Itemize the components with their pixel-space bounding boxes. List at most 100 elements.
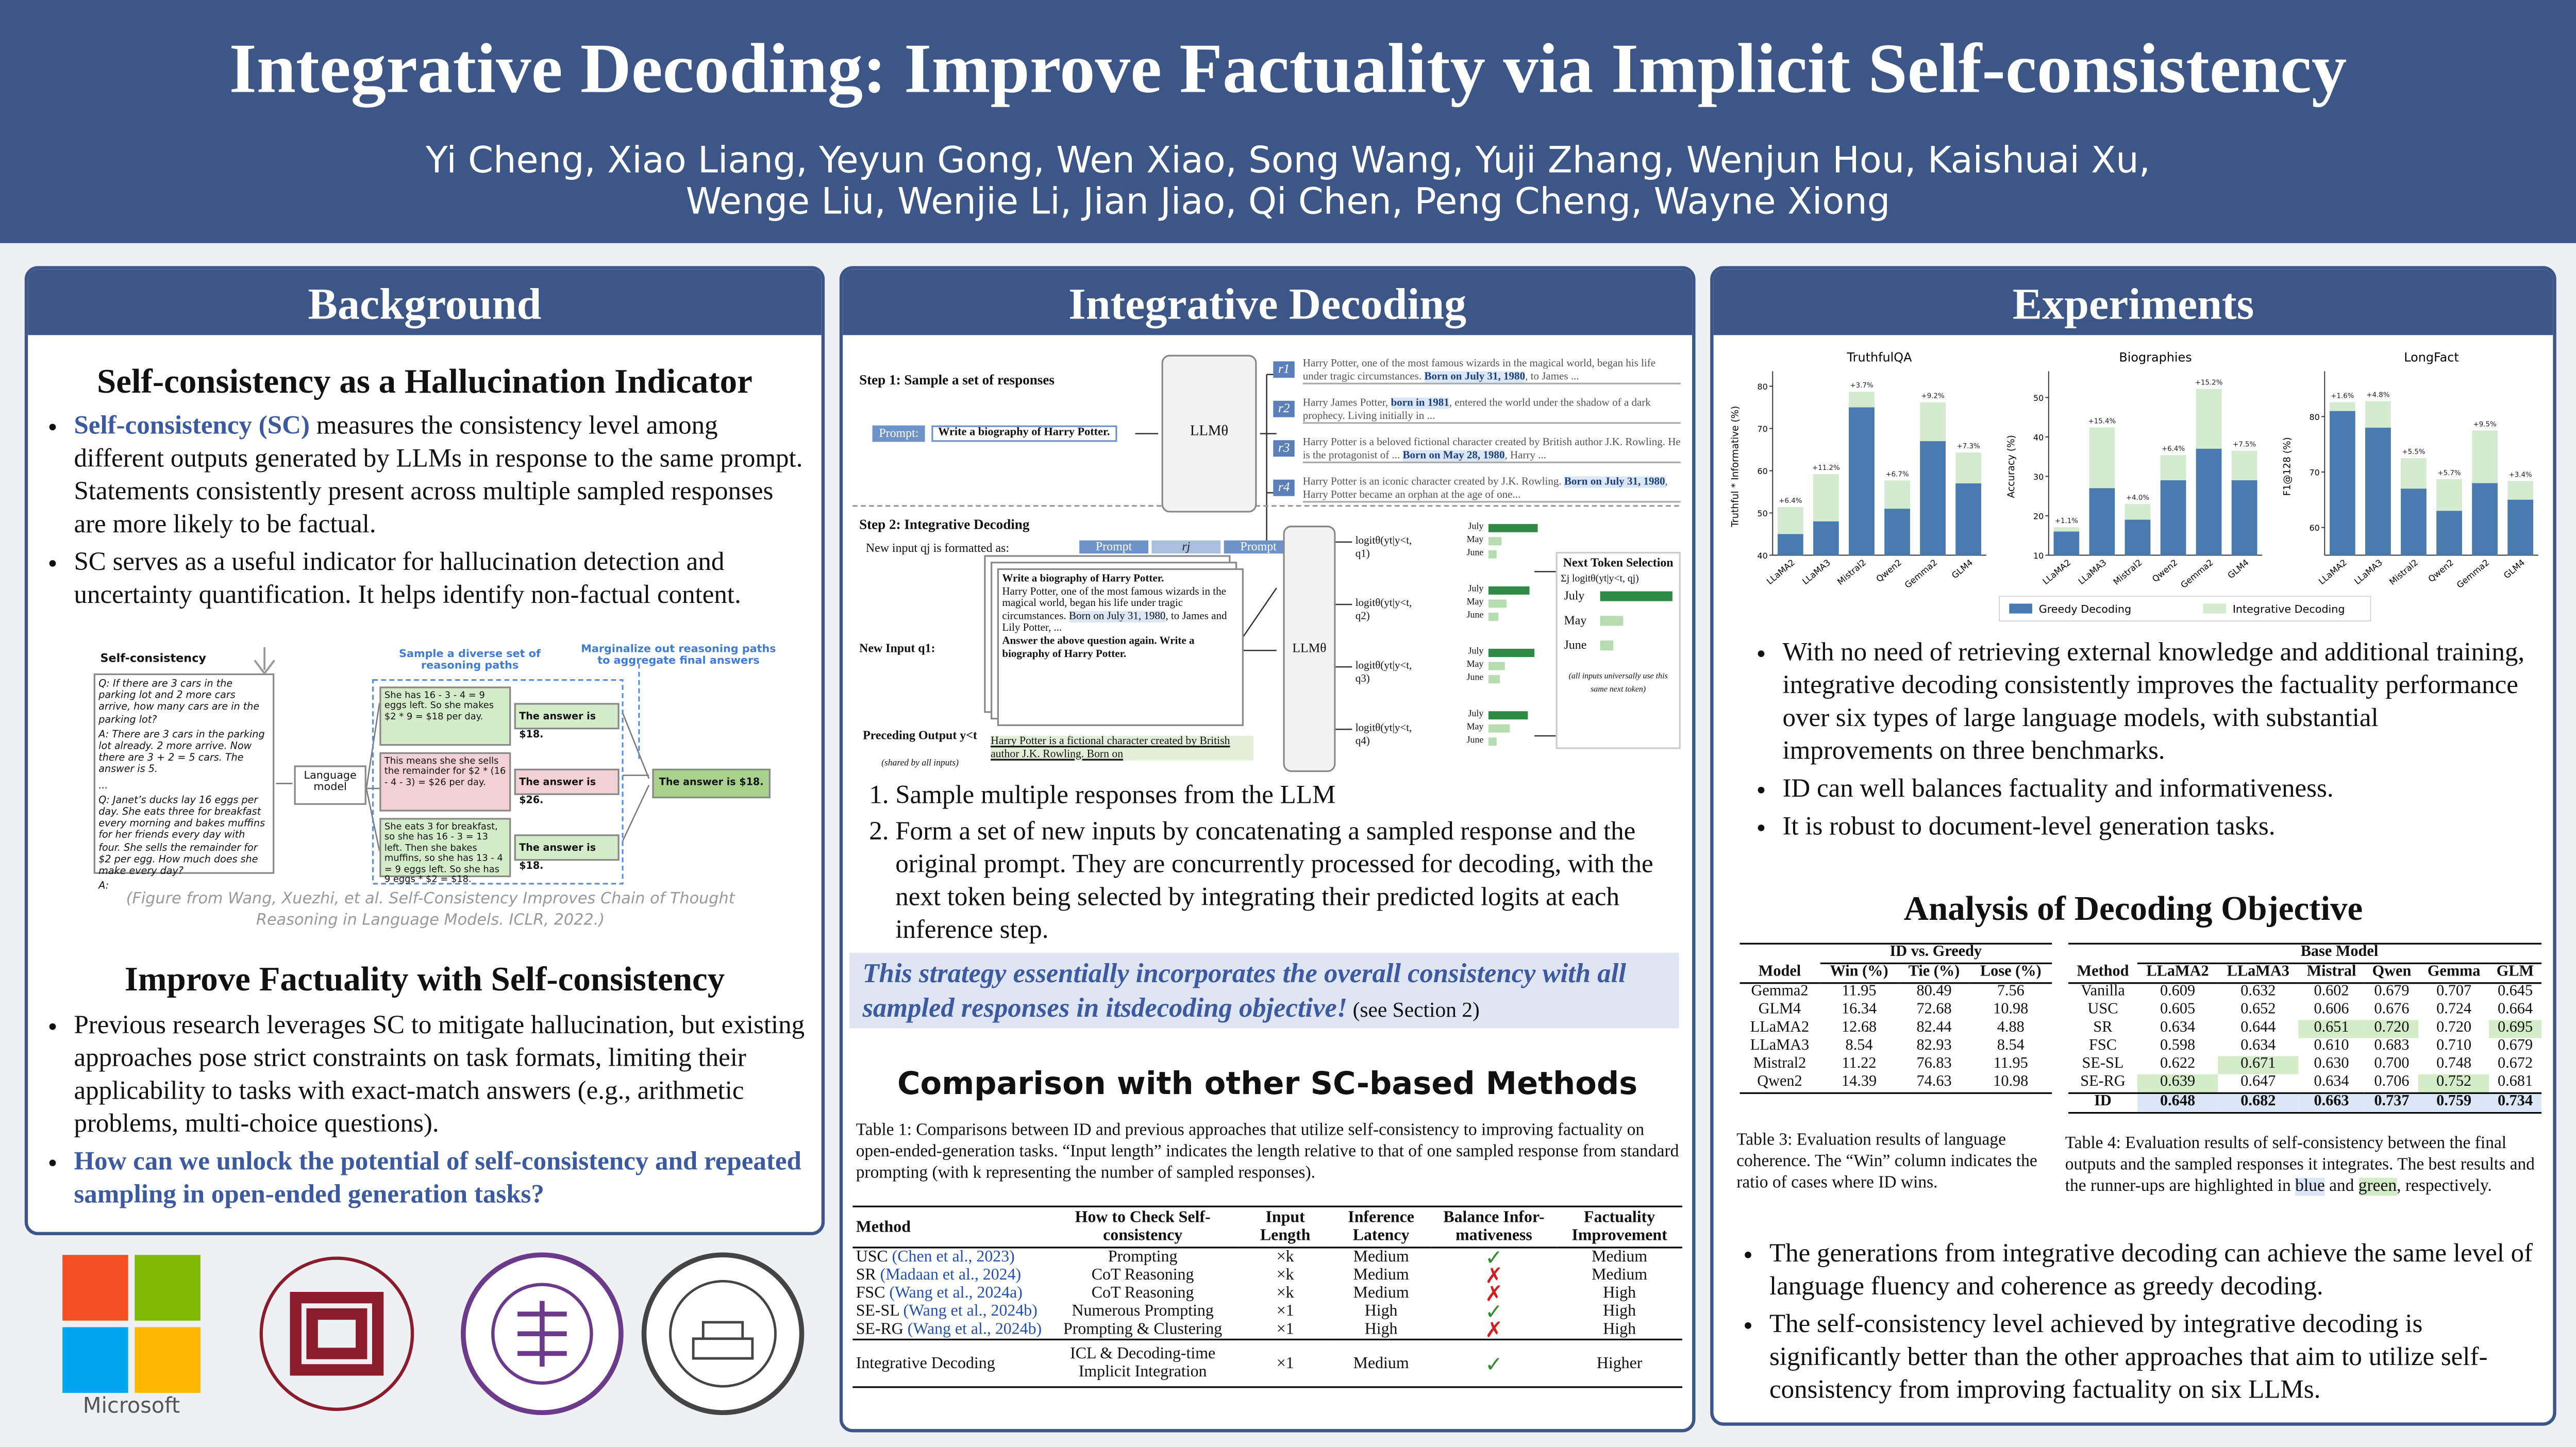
bar — [1849, 407, 1875, 556]
method-name: SE-RG — [856, 1320, 908, 1339]
legend-label: Greedy Decoding — [2039, 603, 2131, 615]
response-text: , to James ... — [1525, 371, 1579, 382]
response-tag: r3 — [1273, 440, 1295, 456]
reasoning-path: This means she she sells the remainder f… — [379, 752, 511, 812]
token: May — [1564, 613, 1587, 628]
logit-bar — [1488, 724, 1510, 733]
header-cell: Base Model — [2137, 944, 2542, 964]
card-tail: Answer the above question again. Write a… — [1002, 635, 1195, 660]
response: Harry Potter, one of the most famous wiz… — [1302, 358, 1681, 385]
cell: Medium — [1592, 1248, 1648, 1267]
token: July — [1468, 522, 1484, 532]
cell: 0.679 — [2364, 982, 2419, 1002]
logo-text: Microsoft — [83, 1393, 180, 1418]
cell: 0.748 — [2436, 1056, 2472, 1073]
citation: (Wang et al., 2024b) — [907, 1320, 1042, 1339]
bullet: With no need of retrieving external know… — [1782, 637, 2535, 769]
cell: 4.88 — [1997, 1020, 2025, 1037]
cell: 76.83 — [1916, 1056, 1952, 1073]
prompt-box: Q: If there are 3 cars in the parking lo… — [93, 673, 275, 893]
y-tick-label: 50 — [2033, 393, 2044, 403]
chart-title: LongFact — [2404, 350, 2459, 364]
cell: 0.644 — [2240, 1020, 2276, 1037]
card-text: Harry Potter, one of the most famous wiz… — [1002, 585, 1226, 622]
cell: Prompting — [1108, 1248, 1178, 1267]
cell: High — [1603, 1320, 1636, 1339]
header-cell: Win (%) — [1830, 964, 1888, 981]
logit-bar — [1600, 641, 1614, 651]
cell: Vanilla — [2068, 982, 2137, 1002]
background-panel: Background Self-consistency as a Halluci… — [24, 266, 825, 1235]
x-tick-label: Qwen2 — [2427, 558, 2456, 584]
bullet-text: SC serves as a useful indicator for hall… — [74, 548, 741, 610]
token: June — [1466, 548, 1484, 559]
bar — [2196, 448, 2222, 556]
response: Harry James Potter, born in 1981, entere… — [1302, 397, 1681, 424]
response: Harry Potter is an iconic character crea… — [1302, 476, 1681, 503]
table-row: ID 0.648 0.682 0.663 0.737 0.759 0.734 — [2068, 1092, 2542, 1112]
cell: 11.95 — [1819, 982, 1899, 1002]
selection-title: Next Token Selection — [1563, 555, 1674, 570]
highlight-text: This strategy essentially incorporates t… — [862, 957, 1626, 1023]
integrative-panel: Integrative Decoding Step 1: Sample a se… — [839, 266, 1696, 1433]
cell: FSC (Wang et al., 2024a) — [852, 1285, 1046, 1303]
cell: High — [1603, 1284, 1636, 1303]
table-caption: Table 1: Comparisons between ID and prev… — [856, 1122, 1679, 1183]
y-axis-label: Truthful * Informative (%) — [1730, 406, 1741, 528]
cell: ✓ — [1485, 1245, 1503, 1270]
panel-heading: Integrative Decoding — [843, 269, 1693, 335]
cell: 0.672 — [2497, 1056, 2533, 1073]
cell: 0.664 — [2497, 1002, 2533, 1019]
prompt-line: A: There are 3 cars in the parking lot a… — [98, 729, 265, 776]
table-row: GLM4 16.34 72.68 10.98 — [1740, 1002, 2052, 1020]
cell: SR — [2093, 1020, 2113, 1037]
cell: ×1 — [1239, 1338, 1331, 1387]
cell: 0.610 — [2314, 1038, 2349, 1055]
cell: LLaMA2 — [1750, 1020, 1810, 1037]
response-tag: r2 — [1273, 400, 1295, 417]
token: May — [1466, 598, 1484, 608]
bar-annotation: +4.8% — [2366, 391, 2389, 399]
cell: 0.663 — [2298, 1092, 2365, 1112]
path-answer: The answer is $26. — [514, 768, 620, 806]
method-name: SE-SL — [856, 1302, 904, 1321]
table-row: SE-RG (Wang et al., 2024b) Prompting & Cl… — [852, 1317, 1682, 1342]
bar — [2401, 489, 2427, 556]
header-cell: Balance Infor-mativeness — [1431, 1207, 1557, 1249]
bar — [2472, 483, 2498, 556]
citation: (Wang et al., 2024a) — [889, 1284, 1023, 1303]
prompt-line: Q: If there are 3 cars in the parking lo… — [98, 678, 260, 726]
cell: 0.724 — [2436, 1002, 2472, 1019]
cell: 0.671 — [2218, 1056, 2299, 1074]
cell: 11.95 — [1993, 1056, 2028, 1073]
logit-label: logitθ(yt|y<t, q1) — [1355, 535, 1412, 560]
cell: 0.681 — [2497, 1074, 2533, 1091]
table-header: LLaMA2 LLaMA3 Mistral Qwen Gemma GLM — [2068, 963, 2541, 983]
cell: High — [1603, 1302, 1636, 1321]
bar-annotation: +7.5% — [2233, 441, 2256, 449]
cell: SE-RG (Wang et al., 2024b) — [852, 1321, 1046, 1340]
table-caption: Table 3: Evaluation results of language … — [1736, 1132, 2037, 1193]
llm-box: LLMθ — [1161, 355, 1257, 513]
header-cell: Factuality Improvement — [1557, 1207, 1682, 1249]
cell: 0.598 — [2160, 1038, 2196, 1055]
prompt-line: Q: Janet’s ducks lay 16 eggs per day. Sh… — [98, 795, 265, 878]
cell: 0.737 — [2364, 1092, 2419, 1112]
x-tick-label: LLaMA3 — [2352, 558, 2384, 586]
bar — [2160, 480, 2186, 556]
final-answer: The answer is $18. — [652, 768, 771, 799]
x-tick-label: Mistral2 — [1835, 558, 1868, 587]
response-text: , entered the world under the shadow of … — [1302, 397, 1651, 422]
header-cell: Input Length — [1239, 1207, 1331, 1249]
bar-annotation: +6.4% — [1779, 497, 1802, 505]
y-tick-label: 40 — [1757, 551, 1767, 561]
method-name: FSC — [856, 1284, 890, 1303]
fig-label: Sample a diverse set of reasoning paths — [399, 647, 541, 672]
table-row: FSC (Wang et al., 2024a) CoT Reasoning ×k M… — [852, 1283, 1682, 1304]
bullet-list: Self-consistency (SC) measures the consi… — [38, 411, 810, 613]
preceding-text: Harry Potter is a fictional character cr… — [991, 736, 1254, 761]
cell: Medium — [1353, 1266, 1409, 1285]
fig-title: Self-consistency — [100, 652, 206, 665]
table-row: FSC 0.598 0.634 0.610 0.683 0.710 0.679 — [2068, 1038, 2541, 1056]
cell: ✗ — [1485, 1317, 1503, 1342]
